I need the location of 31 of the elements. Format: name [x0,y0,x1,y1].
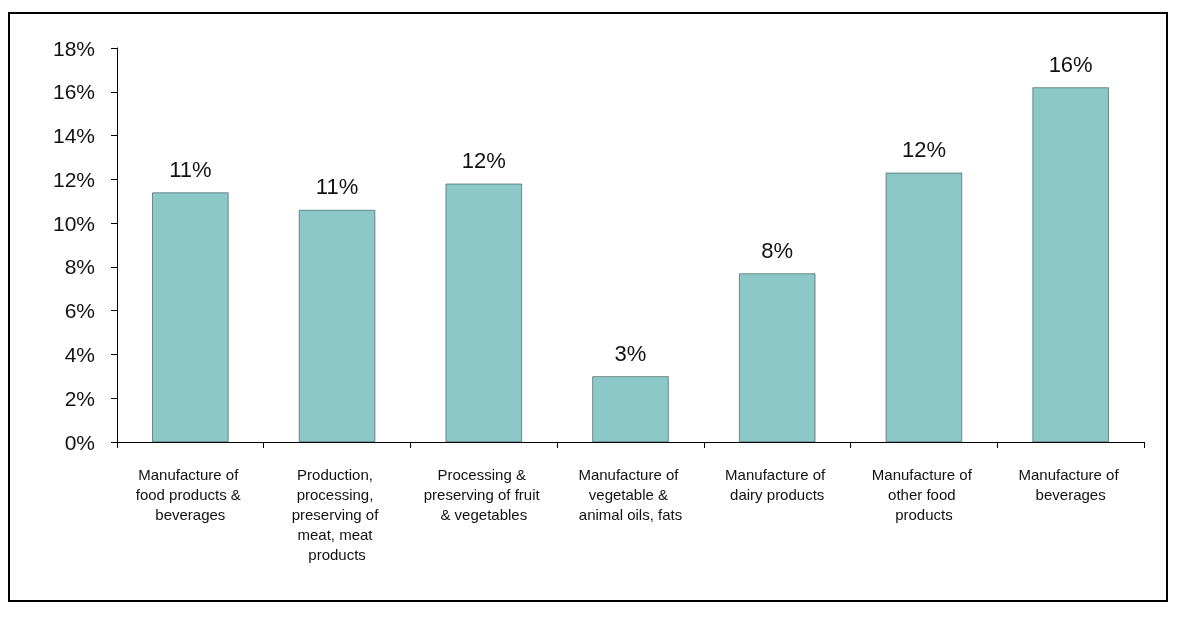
x-tick-label: Processing & preserving of fruit & vegetables [423,465,544,523]
x-tick-label: Manufacture of other food products [871,465,977,523]
x-tick-label: Production, processing, preserving of meat, meat products [291,465,383,563]
x-tick-label: Manufacture of beverages [1018,465,1123,503]
y-tick-label: 16% [52,80,95,104]
bar [1032,87,1109,442]
y-tick-label: 18% [52,36,95,60]
bar [592,376,669,442]
data-label: 11% [315,174,359,200]
x-tick-label: Manufacture of food products & beverages [135,465,245,523]
y-tick-label: 0% [64,430,95,454]
x-tick-label: Manufacture of vegetable & animal oils, fats [578,465,683,523]
bar [152,192,229,442]
y-tick-label: 12% [52,167,95,191]
y-tick-label: 8% [64,255,95,279]
data-label: 11% [169,156,212,182]
bar [298,209,376,442]
y-tick-label: 10% [52,211,95,235]
data-label: 16% [1048,51,1093,77]
x-tick-label: Manufacture of dairy products [725,465,830,503]
y-tick-label: 2% [64,386,95,410]
bar [739,273,816,442]
y-tick-label: 14% [52,124,95,148]
data-label: 12% [901,137,946,163]
y-tick-label: 4% [64,342,95,366]
bar [445,183,522,442]
data-label: 12% [461,148,506,174]
bar [885,172,963,442]
data-label: 3% [614,340,647,366]
data-label: 8% [761,237,794,263]
y-tick-label: 6% [64,299,95,323]
